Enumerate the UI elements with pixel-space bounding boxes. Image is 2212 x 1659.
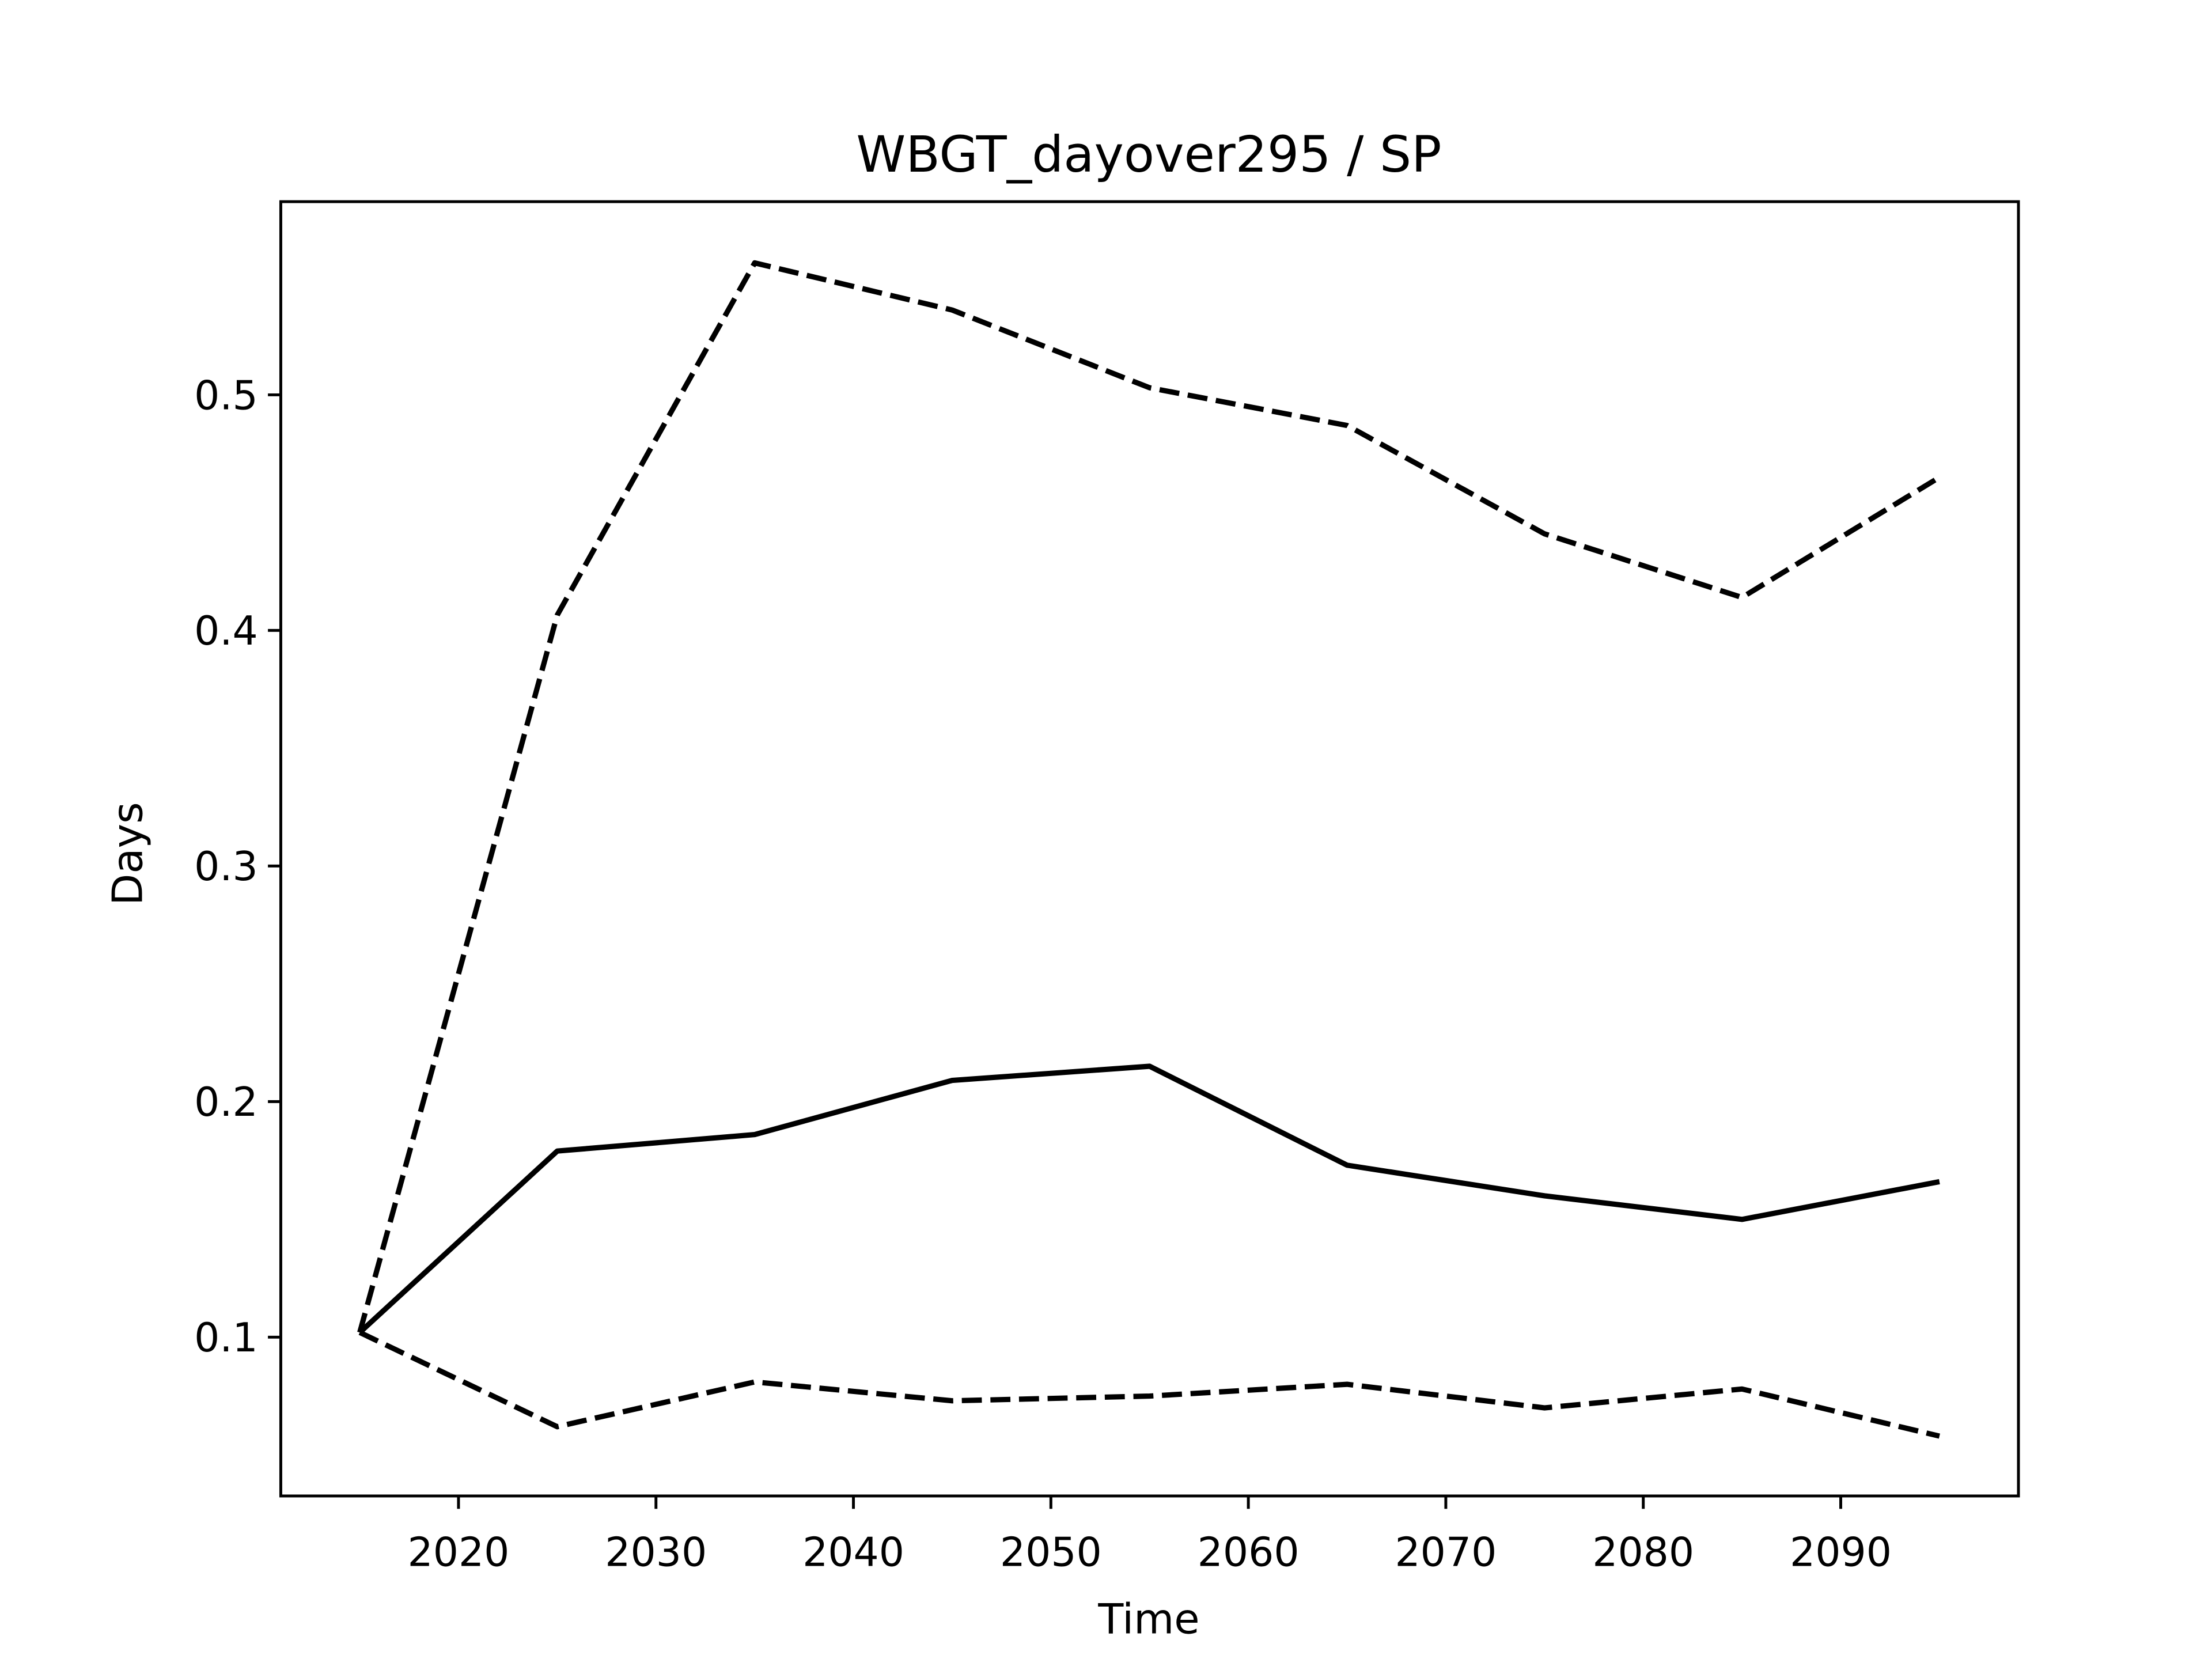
plot-frame [279,200,2020,1498]
line-series [358,1063,1940,1335]
x-axis-label: Time [1097,1594,1199,1643]
x-tick-label: 2080 [1592,1529,1694,1576]
y-tick-label: 0.1 [194,1315,258,1361]
x-tick-label: 2070 [1395,1529,1497,1576]
line-series [358,1330,1940,1439]
x-tick-label: 2020 [408,1529,510,1576]
x-tick-label: 2090 [1790,1529,1892,1576]
y-tick-label: 0.3 [194,843,258,890]
x-tick-label: 2040 [802,1529,904,1576]
y-tick-label: 0.4 [194,608,258,654]
chart-title: WBGT_dayover295 / SP [856,126,1441,184]
y-tick-label: 0.2 [194,1079,258,1126]
x-tick-label: 2030 [605,1529,707,1576]
y-axis-label: Days [104,802,152,906]
x-tick-label: 2060 [1198,1529,1300,1576]
y-tick-label: 0.5 [194,372,258,419]
x-tick-label: 2050 [1000,1529,1102,1576]
line-series [357,260,1941,1334]
